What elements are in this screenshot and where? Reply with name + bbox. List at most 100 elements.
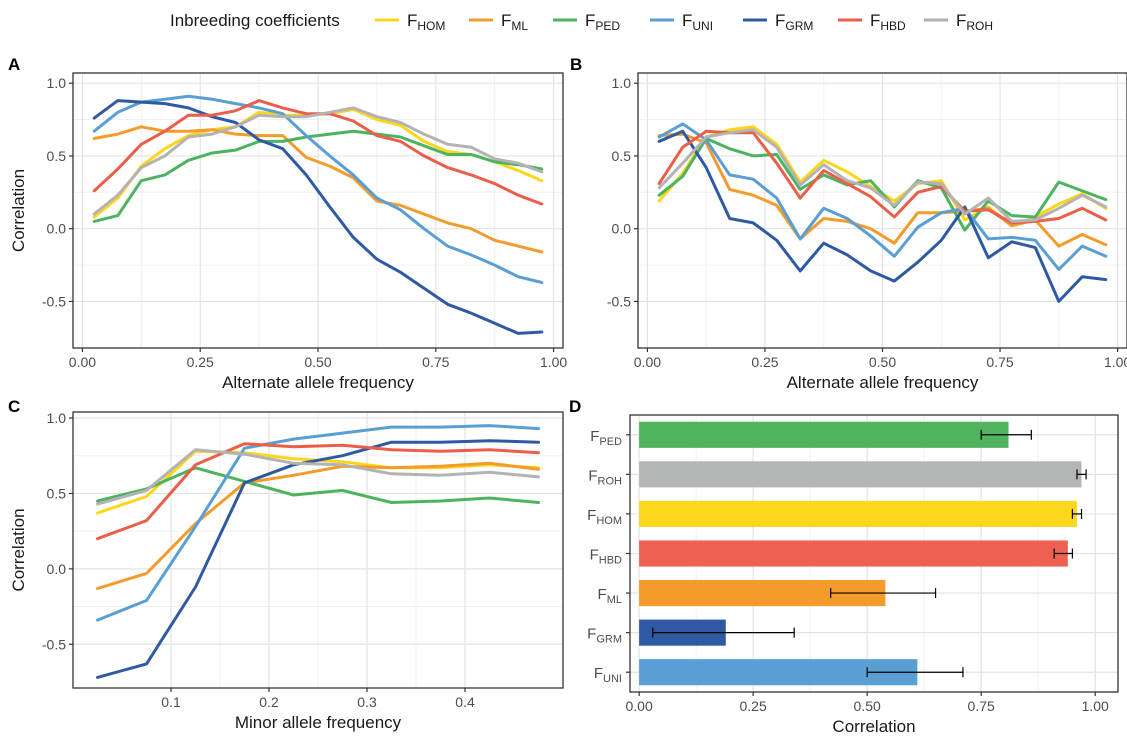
y-tick-label: 1.0	[47, 410, 67, 426]
x-tick-label: 0.1	[161, 694, 181, 710]
error-bar-hom	[1071, 508, 1083, 519]
error-bar-hbd	[1053, 548, 1073, 559]
x-axis-title: Alternate allele frequency	[222, 373, 414, 392]
y-category-label: FGRM	[587, 626, 622, 646]
series-line-roh	[96, 448, 540, 506]
series-line-grm	[92, 99, 544, 335]
legend-item-hbd: FHBD	[838, 11, 906, 33]
x-tick-label: 0.50	[854, 698, 881, 714]
y-category-label: FHBD	[590, 547, 622, 567]
legend-item-grm: FGRM	[743, 11, 813, 33]
bar-hom	[639, 500, 1077, 527]
x-tick-label: 0.00	[69, 354, 96, 370]
series-line-grm	[96, 439, 540, 679]
plot-frame	[629, 414, 1119, 693]
x-tick-label: 0.25	[740, 698, 767, 714]
y-tick-label: -0.5	[42, 636, 66, 652]
x-axis-title: Minor allele frequency	[235, 713, 402, 732]
panel-c-line-chart: 0.1 0.2 0.3 0.4 -0.5 0.0 0.5 1.0 Minor allele fr…	[8, 397, 564, 732]
series-line-roh	[92, 106, 544, 216]
panel-tag: C	[8, 397, 20, 416]
error-bar-uni	[866, 667, 964, 678]
x-tick-label: 0.75	[968, 698, 995, 714]
series-lines	[92, 94, 544, 335]
legend: Inbreeding coefficients FHOM FML FPED FUNI FG…	[170, 11, 993, 33]
series-line-ml	[92, 125, 544, 254]
y-category-label: FROH	[588, 467, 622, 487]
y-tick-label: 0.5	[47, 485, 67, 501]
x-axis-title: Correlation	[832, 717, 915, 736]
y-category-label: FPED	[590, 428, 622, 448]
y-tick-label: 0.5	[47, 148, 67, 164]
legend-label: FROH	[956, 11, 993, 33]
bar-roh	[639, 461, 1082, 488]
legend-label: FGRM	[775, 11, 813, 33]
grid	[73, 412, 563, 688]
legend-label: FHOM	[407, 11, 445, 33]
panel-tag: B	[570, 55, 582, 74]
bar-hbd	[639, 540, 1068, 567]
error-bar-roh	[1076, 469, 1087, 480]
series-line-ped	[657, 137, 1108, 232]
series-line-grm	[657, 129, 1108, 303]
error-bar-grm	[652, 627, 795, 638]
legend-item-ped: FPED	[553, 11, 620, 33]
legend-item-ml: FML	[469, 11, 528, 33]
x-tick-label: 0.25	[187, 354, 214, 370]
y-tick-label: -0.5	[607, 293, 631, 309]
x-tick-label: 1.00	[540, 354, 567, 370]
plot-frame	[72, 411, 564, 689]
x-tick-label: 0.75	[422, 354, 449, 370]
x-tick-label: 0.50	[304, 354, 331, 370]
error-bar-ped	[980, 429, 1032, 440]
series-line-uni	[92, 94, 544, 284]
series-lines	[96, 424, 540, 679]
x-tick-label: 0.75	[986, 354, 1013, 370]
x-tick-label: 0.3	[357, 694, 377, 710]
y-tick-label: -0.5	[42, 293, 66, 309]
y-tick-label: 1.0	[612, 75, 632, 91]
legend-item-uni: FUNI	[650, 11, 713, 33]
x-tick-label: 0.00	[634, 354, 661, 370]
error-bar-ml	[830, 588, 937, 599]
legend-item-hom: FHOM	[375, 11, 445, 33]
x-tick-label: 0.25	[751, 354, 778, 370]
x-tick-label: 0.00	[625, 698, 652, 714]
y-tick-label: 0.0	[612, 221, 632, 237]
y-tick-label: 0.5	[612, 148, 632, 164]
series-line-hbd	[96, 442, 540, 541]
legend-item-roh: FROH	[924, 11, 993, 33]
y-tick-label: 0.0	[47, 561, 67, 577]
x-tick-label: 0.4	[455, 694, 475, 710]
y-axis-title: Correlation	[9, 508, 28, 591]
legend-label: FHBD	[870, 11, 906, 33]
legend-title: Inbreeding coefficients	[170, 11, 340, 30]
legend-label: FUNI	[682, 11, 713, 33]
panel-tag: A	[8, 55, 20, 74]
bar-ped	[639, 421, 1009, 448]
y-tick-label: 1.0	[47, 75, 67, 91]
series-lines	[657, 122, 1108, 303]
y-category-label: FML	[598, 586, 622, 606]
series-line-roh	[657, 128, 1108, 223]
series-line-ml	[96, 461, 540, 590]
series-line-ped	[96, 466, 540, 504]
series-line-uni	[657, 122, 1108, 271]
x-axis-title: Alternate allele frequency	[787, 373, 979, 392]
panel-a-line-chart: 0.00 0.25 0.50 0.75 1.00 -0.5 0.0 0.5 1.0 Alterna…	[8, 55, 567, 392]
y-category-label: FUNI	[594, 665, 622, 685]
x-tick-label: 1.00	[1104, 354, 1127, 370]
x-tick-label: 0.50	[869, 354, 896, 370]
panel-b-line-chart: 0.00 0.25 0.50 0.75 1.00 -0.5 0.0 0.5 1.0 Alterna…	[570, 55, 1127, 392]
y-tick-label: 0.0	[47, 221, 67, 237]
series-line-uni	[96, 424, 540, 622]
y-category-label: FHOM	[587, 507, 622, 527]
x-tick-label: 1.00	[1082, 698, 1109, 714]
x-tick-label: 0.2	[259, 694, 279, 710]
legend-label: FPED	[585, 11, 620, 33]
y-axis-title: Correlation	[9, 169, 28, 252]
panel-tag: D	[569, 397, 581, 416]
bars	[639, 421, 1087, 686]
series-line-ped	[92, 129, 544, 223]
